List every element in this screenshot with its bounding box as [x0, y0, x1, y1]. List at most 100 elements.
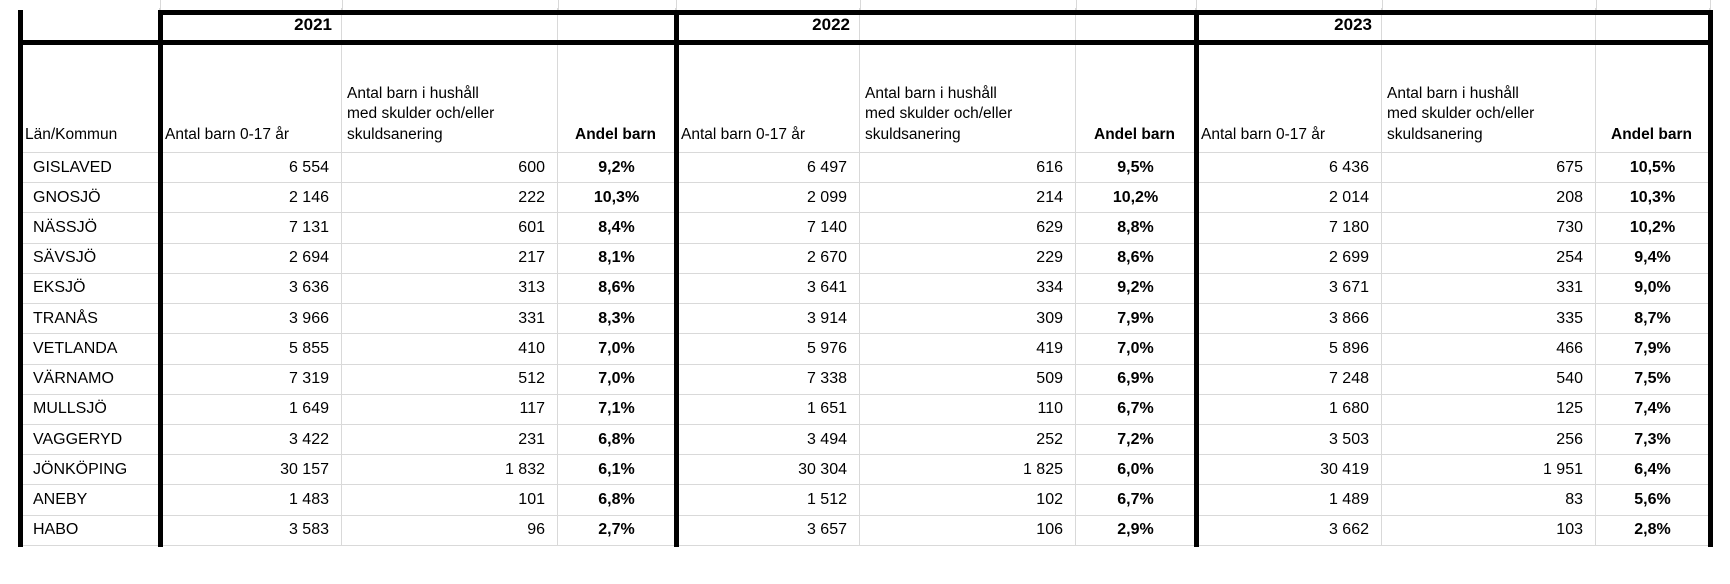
value-cell[interactable]: 3 641	[676, 273, 860, 305]
value-cell[interactable]: 675	[1382, 153, 1596, 184]
column-header-skulder-2021[interactable]: Antal barn i hushåll med skulder och/ell…	[342, 42, 558, 153]
column-header-antal-barn-2021[interactable]: Antal barn 0-17 år	[160, 42, 342, 153]
value-cell[interactable]: 6 554	[160, 153, 342, 184]
year-row-corner-cell[interactable]	[20, 8, 160, 42]
andel-cell[interactable]: 7,1%	[558, 394, 676, 425]
value-cell[interactable]: 410	[342, 334, 558, 365]
value-cell[interactable]: 3 636	[160, 273, 342, 305]
andel-cell[interactable]: 7,9%	[1076, 304, 1196, 335]
value-cell[interactable]: 96	[342, 515, 558, 546]
value-cell[interactable]: 309	[860, 304, 1076, 335]
value-cell[interactable]: 3 503	[1196, 424, 1382, 456]
value-cell[interactable]: 2 694	[160, 243, 342, 274]
value-cell[interactable]: 1 825	[860, 455, 1076, 486]
andel-cell[interactable]: 8,7%	[1596, 304, 1710, 335]
column-header-andel-2022[interactable]: Andel barn	[1076, 42, 1196, 153]
value-cell[interactable]: 3 422	[160, 424, 342, 456]
value-cell[interactable]: 5 896	[1196, 334, 1382, 365]
value-cell[interactable]: 101	[342, 485, 558, 516]
value-cell[interactable]: 1 489	[1196, 485, 1382, 516]
andel-cell[interactable]: 10,3%	[1596, 183, 1710, 214]
kommun-cell[interactable]: EKSJÖ	[20, 273, 160, 305]
value-cell[interactable]: 1 651	[676, 394, 860, 425]
kommun-cell[interactable]: GNOSJÖ	[20, 183, 160, 214]
andel-cell[interactable]: 8,1%	[558, 243, 676, 274]
andel-cell[interactable]: 8,6%	[1076, 243, 1196, 274]
andel-cell[interactable]: 2,9%	[1076, 515, 1196, 546]
value-cell[interactable]: 7 319	[160, 364, 342, 395]
andel-cell[interactable]: 7,3%	[1596, 424, 1710, 456]
value-cell[interactable]: 2 699	[1196, 243, 1382, 274]
column-header-skulder-2023[interactable]: Antal barn i hushåll med skulder och/ell…	[1382, 42, 1596, 153]
value-cell[interactable]: 7 140	[676, 213, 860, 244]
value-cell[interactable]: 2 014	[1196, 183, 1382, 214]
andel-cell[interactable]: 7,9%	[1596, 334, 1710, 365]
value-cell[interactable]: 106	[860, 515, 1076, 546]
value-cell[interactable]: 7 180	[1196, 213, 1382, 244]
value-cell[interactable]: 313	[342, 273, 558, 305]
andel-cell[interactable]: 7,5%	[1596, 364, 1710, 395]
andel-cell[interactable]: 6,7%	[1076, 394, 1196, 425]
kommun-cell[interactable]: VÄRNAMO	[20, 364, 160, 395]
andel-cell[interactable]: 8,4%	[558, 213, 676, 244]
andel-cell[interactable]: 2,8%	[1596, 515, 1710, 546]
column-header-lan-kommun[interactable]: Län/Kommun	[20, 42, 160, 153]
kommun-cell[interactable]: TRANÅS	[20, 304, 160, 335]
value-cell[interactable]: 1 680	[1196, 394, 1382, 425]
andel-cell[interactable]: 6,9%	[1076, 364, 1196, 395]
value-cell[interactable]: 30 157	[160, 455, 342, 486]
column-header-skulder-2022[interactable]: Antal barn i hushåll med skulder och/ell…	[860, 42, 1076, 153]
kommun-cell[interactable]: MULLSJÖ	[20, 394, 160, 425]
value-cell[interactable]: 3 966	[160, 304, 342, 335]
value-cell[interactable]: 30 419	[1196, 455, 1382, 486]
value-cell[interactable]: 335	[1382, 304, 1596, 335]
value-cell[interactable]: 102	[860, 485, 1076, 516]
value-cell[interactable]: 616	[860, 153, 1076, 184]
value-cell[interactable]: 334	[860, 273, 1076, 305]
value-cell[interactable]: 117	[342, 394, 558, 425]
value-cell[interactable]: 252	[860, 424, 1076, 456]
andel-cell[interactable]: 7,0%	[558, 364, 676, 395]
kommun-cell[interactable]: NÄSSJÖ	[20, 213, 160, 244]
value-cell[interactable]: 1 951	[1382, 455, 1596, 486]
value-cell[interactable]: 1 832	[342, 455, 558, 486]
value-cell[interactable]: 110	[860, 394, 1076, 425]
value-cell[interactable]: 214	[860, 183, 1076, 214]
value-cell[interactable]: 6 497	[676, 153, 860, 184]
andel-cell[interactable]: 6,0%	[1076, 455, 1196, 486]
value-cell[interactable]: 231	[342, 424, 558, 456]
value-cell[interactable]: 1 483	[160, 485, 342, 516]
column-header-antal-barn-2022[interactable]: Antal barn 0-17 år	[676, 42, 860, 153]
value-cell[interactable]: 1 512	[676, 485, 860, 516]
andel-cell[interactable]: 10,5%	[1596, 153, 1710, 184]
value-cell[interactable]: 466	[1382, 334, 1596, 365]
value-cell[interactable]: 5 976	[676, 334, 860, 365]
value-cell[interactable]: 7 248	[1196, 364, 1382, 395]
andel-cell[interactable]: 9,0%	[1596, 273, 1710, 305]
value-cell[interactable]: 208	[1382, 183, 1596, 214]
kommun-cell[interactable]: VETLANDA	[20, 334, 160, 365]
andel-cell[interactable]: 7,0%	[1076, 334, 1196, 365]
andel-cell[interactable]: 7,4%	[1596, 394, 1710, 425]
value-cell[interactable]: 601	[342, 213, 558, 244]
value-cell[interactable]: 83	[1382, 485, 1596, 516]
value-cell[interactable]: 2 146	[160, 183, 342, 214]
column-header-andel-2023[interactable]: Andel barn	[1596, 42, 1710, 153]
andel-cell[interactable]: 9,2%	[558, 153, 676, 184]
andel-cell[interactable]: 6,7%	[1076, 485, 1196, 516]
value-cell[interactable]: 229	[860, 243, 1076, 274]
andel-cell[interactable]: 10,3%	[558, 183, 676, 214]
column-header-antal-barn-2023[interactable]: Antal barn 0-17 år	[1196, 42, 1382, 153]
value-cell[interactable]: 331	[342, 304, 558, 335]
andel-cell[interactable]: 7,2%	[1076, 424, 1196, 456]
value-cell[interactable]: 125	[1382, 394, 1596, 425]
andel-cell[interactable]: 6,8%	[558, 485, 676, 516]
value-cell[interactable]: 3 583	[160, 515, 342, 546]
kommun-cell[interactable]: GISLAVED	[20, 153, 160, 184]
kommun-cell[interactable]: VAGGERYD	[20, 424, 160, 456]
value-cell[interactable]: 629	[860, 213, 1076, 244]
andel-cell[interactable]: 7,0%	[558, 334, 676, 365]
value-cell[interactable]: 3 662	[1196, 515, 1382, 546]
value-cell[interactable]: 2 670	[676, 243, 860, 274]
andel-cell[interactable]: 5,6%	[1596, 485, 1710, 516]
